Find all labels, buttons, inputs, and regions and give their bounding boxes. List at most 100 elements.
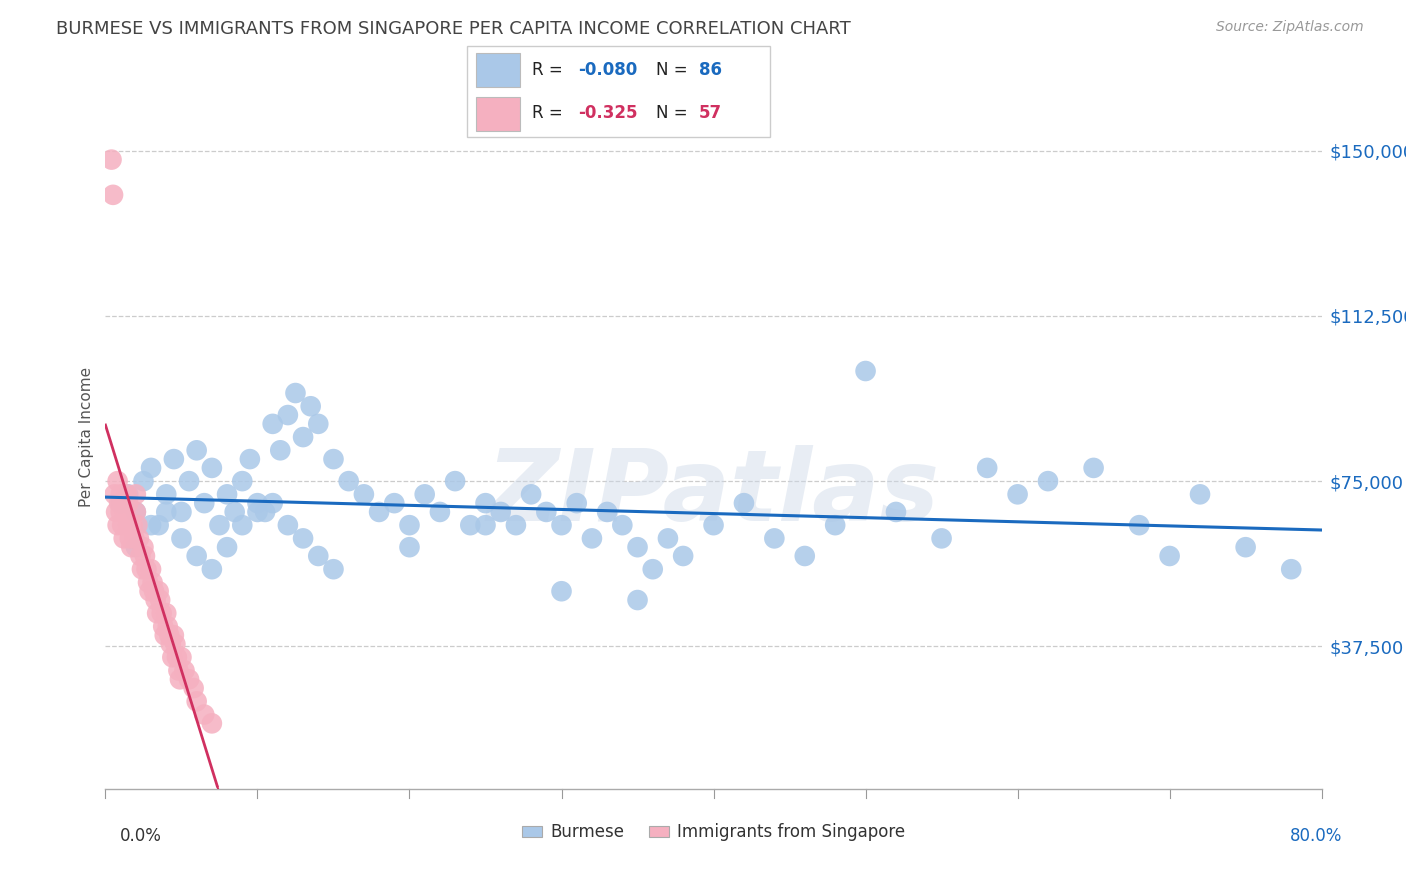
Point [299,399,322,413]
Point [217,540,239,554]
Point [231,518,253,533]
Text: Source: ZipAtlas.com: Source: ZipAtlas.com [1216,20,1364,34]
Point [125,540,148,554]
Point [155,607,177,621]
Point [1007,487,1029,501]
Point [125,505,148,519]
Point [1128,518,1150,533]
Point [170,505,193,519]
Point [269,443,291,458]
Text: N =: N = [655,61,693,78]
Point [166,650,188,665]
Point [142,575,165,590]
Point [114,505,136,519]
Point [1159,549,1181,563]
Point [139,461,162,475]
Point [565,496,588,510]
Point [177,474,200,488]
Point [1234,540,1257,554]
Point [322,452,344,467]
Text: R =: R = [531,104,568,122]
Point [132,540,155,554]
Point [163,628,186,642]
Point [626,540,648,554]
Point [129,549,152,563]
Point [612,518,634,533]
Point [170,650,193,665]
Point [581,532,603,546]
Point [186,443,208,458]
Point [976,461,998,475]
Point [307,549,329,563]
Point [124,532,146,546]
Point [626,593,648,607]
Point [489,505,512,519]
Point [231,474,253,488]
Text: ZIPatlas: ZIPatlas [486,445,941,542]
Bar [477,97,520,131]
Point [165,637,187,651]
Point [1188,487,1211,501]
Point [183,681,205,695]
Point [105,505,128,519]
Point [135,562,157,576]
Point [127,518,149,533]
Text: 0.0%: 0.0% [120,827,162,845]
Point [186,694,208,708]
Point [145,593,167,607]
Point [1083,461,1105,475]
Point [254,505,277,519]
Point [139,518,162,533]
Point [186,549,208,563]
Legend: Burmese, Immigrants from Singapore: Burmese, Immigrants from Singapore [515,817,912,848]
Point [134,549,156,563]
Point [246,505,269,519]
Point [155,487,177,501]
Point [793,549,815,563]
Point [413,487,436,501]
Point [108,496,131,510]
Point [118,532,141,546]
Point [148,584,170,599]
Point [520,487,543,501]
FancyBboxPatch shape [467,45,770,137]
Point [382,496,405,510]
Point [132,474,155,488]
Point [284,386,307,401]
Bar [477,53,520,87]
Point [149,593,172,607]
Point [536,505,558,519]
Point [368,505,391,519]
Point [262,417,284,431]
Point [201,562,224,576]
Point [112,532,135,546]
Text: -0.325: -0.325 [578,104,638,122]
Point [115,487,138,501]
Point [398,518,420,533]
Point [1036,474,1059,488]
Text: 86: 86 [699,61,723,78]
Point [193,496,215,510]
Point [208,518,231,533]
Point [931,532,953,546]
Point [672,549,695,563]
Point [136,575,159,590]
Point [163,452,186,467]
Point [193,707,215,722]
Point [429,505,451,519]
Point [150,607,173,621]
Point [596,505,619,519]
Point [353,487,375,501]
Point [125,487,148,501]
Point [110,487,132,501]
Point [855,364,877,378]
Text: 57: 57 [699,104,723,122]
Point [117,496,139,510]
Point [121,518,143,533]
Point [307,417,329,431]
Point [170,532,193,546]
Point [1279,562,1302,576]
Text: R =: R = [531,61,568,78]
Point [100,153,122,167]
Point [702,518,725,533]
